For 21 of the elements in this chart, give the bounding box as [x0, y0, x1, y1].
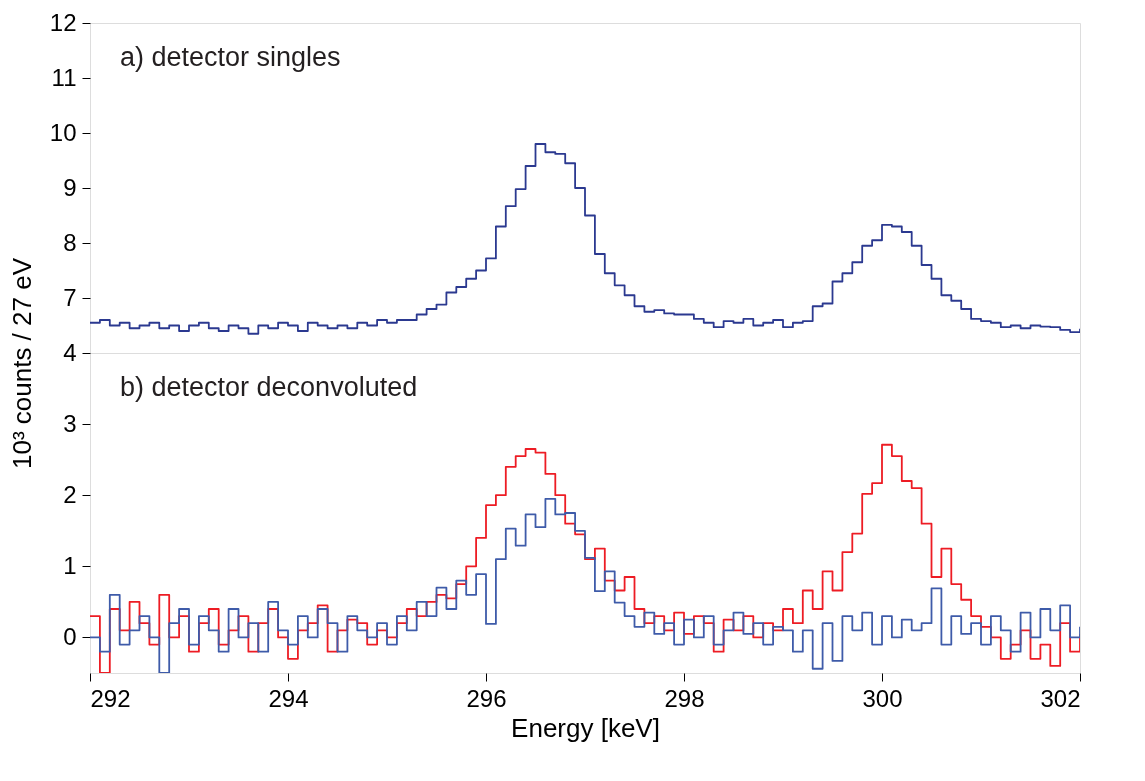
y-tick-label: 9 [63, 173, 77, 201]
y-tick-label: 1 [63, 551, 77, 579]
y-tick-label: 7 [63, 283, 77, 311]
annotation: a) detector singles [120, 42, 341, 72]
y-tick-label: 12 [49, 8, 77, 36]
annotation: b) detector deconvoluted [120, 372, 418, 402]
y-tick-label: 0 [63, 622, 77, 650]
x-tick-label: 294 [268, 684, 309, 712]
x-axis-title: Energy [keV] [511, 712, 660, 743]
x-tick-label: 292 [90, 684, 131, 712]
y-tick-label: 11 [51, 63, 77, 91]
y-tick-label: 8 [63, 228, 77, 256]
y-tick-label: 2 [63, 480, 77, 508]
x-tick-label: 298 [664, 684, 705, 712]
y-tick-label: 4 [63, 338, 77, 366]
y-tick-label: 3 [63, 409, 77, 437]
x-tick-label: 296 [466, 684, 507, 712]
x-tick-label: 300 [862, 684, 903, 712]
x-tick-label: 302 [1040, 684, 1081, 712]
y-tick-label: 10 [49, 118, 77, 146]
y-axis-title: 10³ counts / 27 eV [6, 257, 37, 470]
